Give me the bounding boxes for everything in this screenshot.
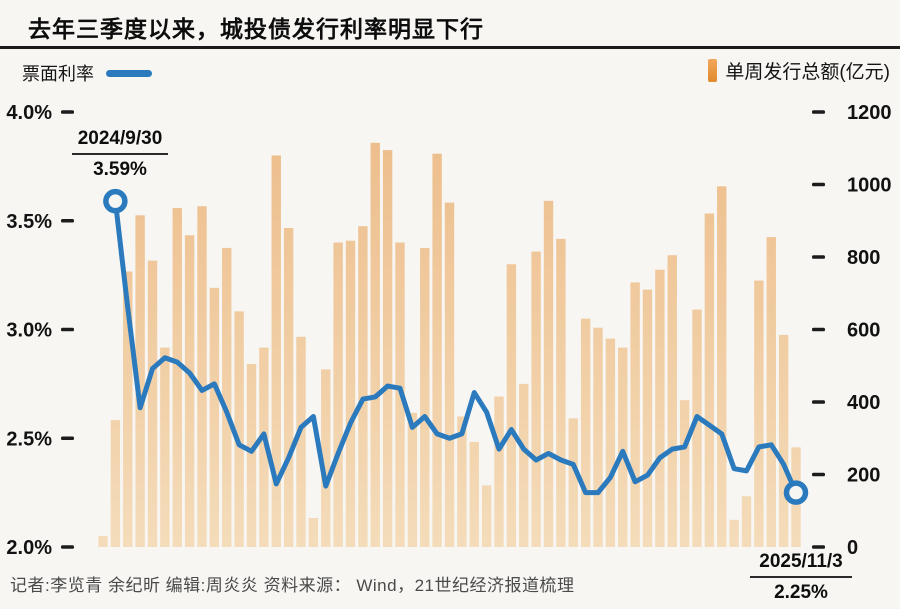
line-swatch-icon	[106, 69, 152, 77]
svg-text:2.5%: 2.5%	[6, 428, 52, 450]
bar	[692, 309, 702, 547]
bar	[432, 153, 442, 547]
bar	[717, 186, 727, 547]
bar	[234, 311, 244, 547]
bar	[382, 150, 393, 547]
bar	[209, 287, 220, 547]
bar	[110, 420, 121, 547]
bar	[308, 518, 319, 547]
annotation-start-date: 2024/9/30	[72, 128, 168, 155]
bar	[333, 242, 343, 547]
svg-text:1000: 1000	[847, 175, 892, 197]
bar	[593, 327, 603, 547]
bar	[407, 412, 418, 547]
svg-text:2.0%: 2.0%	[6, 537, 52, 559]
annotation-start-rate: 3.59%	[93, 159, 147, 180]
bar	[506, 264, 517, 547]
bar	[135, 215, 145, 547]
issuance-bars	[98, 142, 801, 547]
bar	[457, 416, 467, 547]
bar	[444, 202, 455, 547]
bar	[679, 400, 690, 547]
annotation-start: 2024/9/30 3.59%	[72, 128, 168, 181]
bar	[283, 228, 294, 547]
bar	[543, 200, 554, 547]
bar	[519, 383, 529, 547]
bar	[791, 447, 801, 547]
bar	[160, 347, 170, 547]
bar	[246, 363, 257, 547]
bar-swatch-icon	[708, 59, 718, 82]
svg-text:800: 800	[847, 247, 880, 269]
bar	[321, 369, 331, 547]
bar	[469, 441, 479, 547]
legend-coupon-rate: 票面利率	[22, 60, 152, 86]
bar	[481, 485, 492, 547]
bar	[778, 334, 789, 547]
bar	[345, 240, 356, 547]
bar	[618, 347, 628, 547]
bar	[556, 238, 566, 547]
bar	[667, 255, 677, 547]
bar	[259, 347, 269, 547]
bar	[605, 338, 616, 547]
annotation-end: 2025/11/3 2.25%	[750, 551, 852, 604]
bar	[395, 242, 405, 547]
line-endpoint-marker	[103, 188, 128, 214]
bar	[172, 208, 182, 547]
bar	[729, 519, 739, 547]
chart-title: 去年三季度以来，城投债发行利率明显下行	[28, 16, 484, 42]
svg-text:3.5%: 3.5%	[6, 211, 52, 233]
bar	[741, 496, 752, 547]
bar	[754, 280, 764, 547]
svg-text:600: 600	[847, 320, 880, 342]
line-endpoint-marker	[783, 480, 809, 505]
bar	[580, 318, 591, 547]
bar	[296, 336, 306, 547]
bar	[123, 271, 133, 547]
bar	[630, 282, 640, 547]
bar	[184, 235, 195, 547]
bar	[531, 251, 541, 547]
svg-text:3.0%: 3.0%	[6, 320, 52, 342]
svg-text:200: 200	[847, 465, 880, 487]
bar	[420, 247, 430, 547]
bar	[494, 396, 504, 547]
bar	[222, 247, 232, 547]
svg-text:400: 400	[847, 392, 880, 414]
bar	[98, 536, 108, 547]
bar	[358, 226, 368, 547]
bar	[766, 237, 776, 547]
svg-text:1200: 1200	[847, 102, 892, 124]
annotation-end-date: 2025/11/3	[750, 551, 852, 578]
bar	[271, 155, 281, 547]
legend-weekly-issuance: 单周发行总额(亿元)	[708, 57, 890, 84]
bar	[197, 206, 207, 547]
title-divider	[0, 46, 900, 49]
source-credits: 记者:李览青 余纪昕 编辑:周炎炎 资料来源： Wind，21世纪经济报道梳理	[10, 576, 575, 595]
bar	[568, 418, 578, 547]
bar	[370, 142, 380, 547]
bar	[655, 269, 665, 547]
coupon-rate-line	[112, 198, 799, 496]
bar	[642, 289, 653, 547]
bar	[704, 213, 715, 547]
legend-weekly-issuance-label: 单周发行总额(亿元)	[725, 62, 890, 83]
svg-text:4.0%: 4.0%	[6, 102, 52, 124]
legend-coupon-rate-label: 票面利率	[22, 64, 94, 84]
bar	[147, 260, 158, 547]
annotation-end-rate: 2.25%	[774, 582, 828, 603]
